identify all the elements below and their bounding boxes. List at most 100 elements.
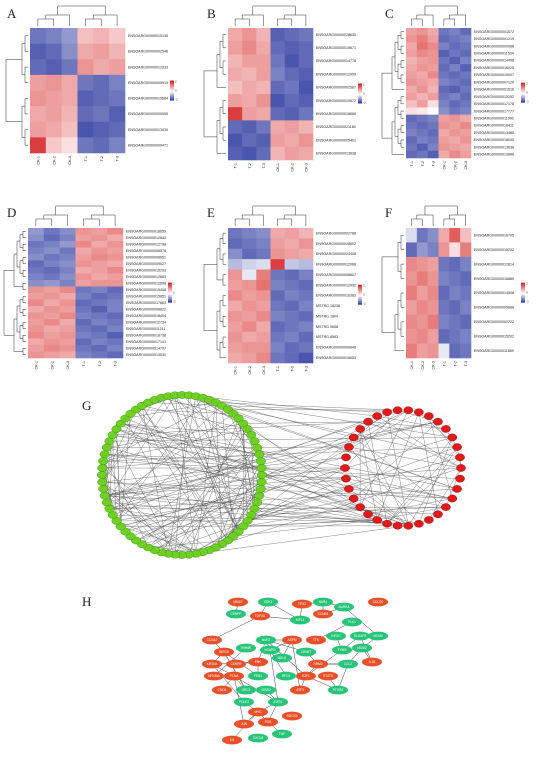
heatmap-cell — [242, 120, 257, 134]
network-node-green — [98, 457, 109, 465]
row-dendrogram-branch — [397, 128, 401, 144]
heatmap-cell — [460, 121, 472, 130]
heatmap-f: ENSOARG00000016705 ENSOARG00000015202 ENSO… — [381, 205, 529, 370]
network-node-red — [348, 433, 359, 442]
heatmap-cell — [298, 342, 314, 353]
legend-swatch — [168, 296, 172, 299]
heatmap-cell — [30, 74, 47, 91]
row-label: ENSOARG00000000722 — [474, 320, 514, 324]
heatmap-cell — [270, 94, 285, 108]
column-label: T-3 — [304, 366, 308, 372]
node-shape — [236, 643, 256, 653]
network-edge — [148, 402, 388, 413]
column-dendrogram-branch — [85, 18, 102, 26]
heatmap-cell — [284, 146, 300, 161]
heatmap-cell — [270, 238, 285, 250]
network-node-green — [104, 505, 115, 513]
network-edge — [188, 418, 239, 555]
heatmap-cell — [427, 64, 439, 72]
heatmap-cell — [460, 300, 472, 315]
network-edge — [148, 481, 262, 548]
row-dendrogram-branch — [19, 234, 23, 248]
network-edge — [141, 405, 223, 545]
node-shape — [256, 635, 276, 645]
heatmap-cell — [28, 312, 45, 320]
heatmap-cell — [449, 93, 461, 101]
heatmap-cell — [406, 256, 418, 272]
network-node-green: DLGAP5 — [350, 631, 370, 641]
row-label: ENSOARG00000017663 — [126, 301, 166, 305]
heatmap-cell — [28, 273, 45, 281]
heatmap-cell — [460, 143, 472, 152]
network-node-green: TNF — [272, 729, 292, 739]
heatmap-cell — [449, 85, 461, 94]
network-node-green: ORC1 — [236, 685, 256, 695]
node-label: ORC1 — [242, 688, 251, 692]
heatmap-cell — [75, 312, 92, 320]
row-label: ENSOARG00000018040 — [474, 138, 514, 142]
row-label: ENSOARG00000005055 — [128, 112, 168, 116]
heatmap-cell — [427, 285, 439, 301]
heatmap-cell — [438, 271, 450, 287]
network-node-red — [441, 425, 451, 433]
heatmap-cell — [256, 133, 271, 148]
legend-swatch — [521, 92, 525, 95]
legend-swatch — [168, 298, 172, 301]
legend-max-label: 2 — [173, 282, 175, 286]
node-shape — [290, 685, 310, 695]
column-dendrogram-branch — [252, 205, 296, 215]
heatmap-cell — [270, 54, 285, 68]
heatmap-cell — [45, 28, 62, 44]
column-dendrogram-branch — [284, 214, 307, 226]
heatmap-cell — [406, 136, 418, 144]
heatmap-cell — [43, 267, 60, 274]
network-node-red — [392, 406, 403, 415]
heatmap-b: ENSOARG00000028630 ENSOARG00000019671 ENSO… — [203, 5, 366, 172]
heatmap-cell — [416, 136, 428, 144]
heatmap-cell — [298, 80, 314, 95]
heatmap-cell — [242, 54, 257, 68]
column-dendrogram-branch — [35, 218, 52, 226]
row-label: ENSOARG00000023408 — [316, 252, 356, 256]
legend-swatch — [170, 82, 174, 85]
heatmap-cell — [43, 260, 60, 268]
heatmap-cell — [30, 90, 47, 107]
column-label: CK-2 — [50, 361, 54, 370]
row-label: ENSOARG00000013636 — [474, 145, 514, 149]
heatmap-cell — [91, 299, 108, 307]
legend-swatch — [170, 86, 174, 89]
heatmap-cell — [284, 80, 300, 95]
network-edge — [125, 437, 453, 532]
column-label: T-2 — [290, 366, 294, 372]
legend-swatch — [521, 100, 525, 103]
heatmap-cell — [256, 228, 271, 239]
heatmap-cell — [427, 93, 439, 101]
heatmap-cell — [93, 90, 110, 107]
row-dendrogram-branch — [216, 120, 226, 154]
legend-max-label: 2 — [526, 282, 528, 286]
row-label: ENSOARG00000000988 — [474, 44, 514, 48]
heatmap-cell — [284, 331, 300, 343]
column-dendrogram-branch — [37, 18, 54, 26]
network-edge — [269, 649, 287, 677]
network-node-red: CCNA2 — [202, 635, 222, 645]
node-shape — [272, 653, 292, 663]
heatmap-cell — [91, 267, 108, 274]
heatmap-cell — [228, 238, 243, 250]
heatmap-cell — [43, 280, 60, 287]
heatmap-cell — [228, 342, 243, 353]
row-label: ENSOARG00000011534 — [474, 51, 514, 55]
column-label: T-1 — [84, 156, 88, 162]
heatmap-cell — [427, 107, 439, 115]
legend-swatch — [521, 298, 525, 301]
network-node-red: CCNB1 — [313, 609, 333, 619]
network-node-green — [111, 517, 122, 525]
row-dendrogram-branch — [22, 270, 26, 277]
heatmap-cell — [298, 228, 314, 239]
row-dendrogram-branch — [13, 253, 23, 287]
heatmap-cell — [43, 325, 60, 333]
heatmap-cell — [75, 280, 92, 287]
network-edge — [233, 675, 279, 703]
row-label: ENSOARG00000002788 — [316, 231, 356, 235]
network-h: MKI67 CDK1 CENPF TOP2A TPX2 BUB1 CCNB1 KIF11 AUR… — [202, 597, 388, 745]
